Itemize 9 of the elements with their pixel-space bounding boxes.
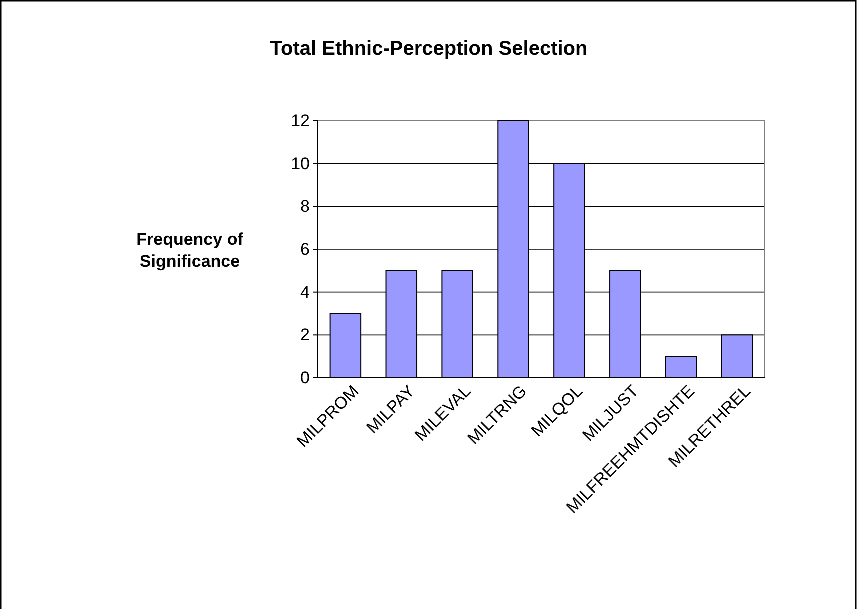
y-tick-label: 12 — [291, 111, 310, 130]
y-tick-label: 2 — [300, 326, 310, 345]
y-tick-label: 10 — [291, 154, 310, 174]
y-tick-label: 4 — [300, 282, 310, 302]
y-tick-label: 8 — [300, 197, 310, 216]
y-axis-title: Frequency of Significance — [136, 230, 244, 271]
y-tick-label: 0 — [300, 368, 310, 388]
y-tick-label: 6 — [300, 240, 310, 259]
chart-title: Total Ethnic-Perception Selection — [270, 38, 588, 60]
